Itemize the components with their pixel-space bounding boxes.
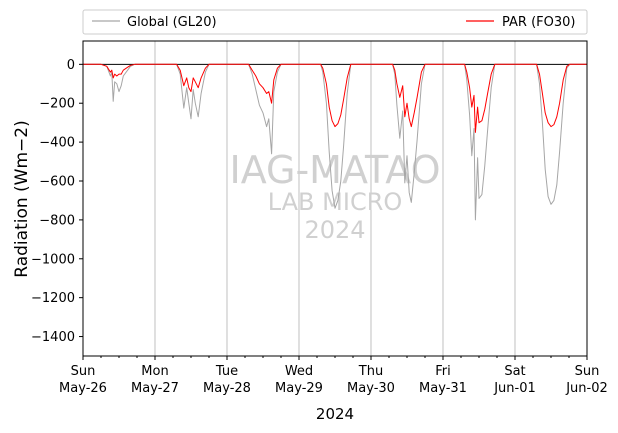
y-tick-label: 0 — [67, 58, 75, 73]
grid-lines — [154, 41, 516, 356]
x-tick-label-date: May-27 — [131, 381, 179, 396]
y-axis-ticks: 0 −200 −400 −600 −800 −1000 −1200 −1400 — [31, 58, 83, 345]
y-tick-label: −1400 — [31, 330, 75, 345]
x-tick-label-date: May-29 — [275, 381, 323, 396]
x-tick-label-date: Jun-02 — [565, 381, 608, 396]
x-tick-label-date: Jun-01 — [493, 381, 536, 396]
x-tick-label-day: Tue — [215, 364, 238, 379]
y-axis-label: Radiation (Wm−2) — [12, 120, 32, 277]
series-layer — [83, 63, 587, 221]
x-axis-ticks: Sun May-26 Mon May-27 Tue May-28 Wed May-29 Thu M… — [59, 356, 608, 396]
y-tick-label: −600 — [39, 175, 75, 190]
x-tick-label-day: Wed — [285, 364, 313, 379]
y-tick-label: −200 — [39, 97, 75, 112]
x-tick-label-day: Sat — [504, 364, 525, 379]
legend-label-global: Global (GL20) — [127, 15, 217, 30]
plot-area — [83, 41, 587, 356]
x-tick-label-day: Thu — [358, 364, 383, 379]
x-tick-label-date: May-26 — [59, 381, 107, 396]
x-tick-label-day: Fri — [435, 364, 451, 379]
y-tick-label: −400 — [39, 136, 75, 151]
watermark-line-2: LAB MICRO — [268, 188, 403, 216]
watermark-line-3: 2024 — [304, 216, 365, 244]
y-tick-label: −800 — [39, 213, 75, 228]
legend-box — [82, 9, 588, 35]
series-line-par — [83, 63, 587, 133]
y-tick-label: −1000 — [31, 252, 75, 267]
x-tick-label-date: May-28 — [203, 381, 251, 396]
x-tick-label-day: Mon — [141, 364, 168, 379]
legend-label-par: PAR (FO30) — [502, 15, 575, 30]
x-tick-label-day: Sun — [575, 364, 600, 379]
series-line-global — [83, 63, 587, 221]
x-tick-label-date: May-30 — [347, 381, 395, 396]
x-axis-label: 2024 — [316, 405, 354, 423]
x-tick-label-date: May-31 — [419, 381, 467, 396]
x-tick-label-day: Sun — [71, 364, 96, 379]
y-tick-label: −1200 — [31, 291, 75, 306]
